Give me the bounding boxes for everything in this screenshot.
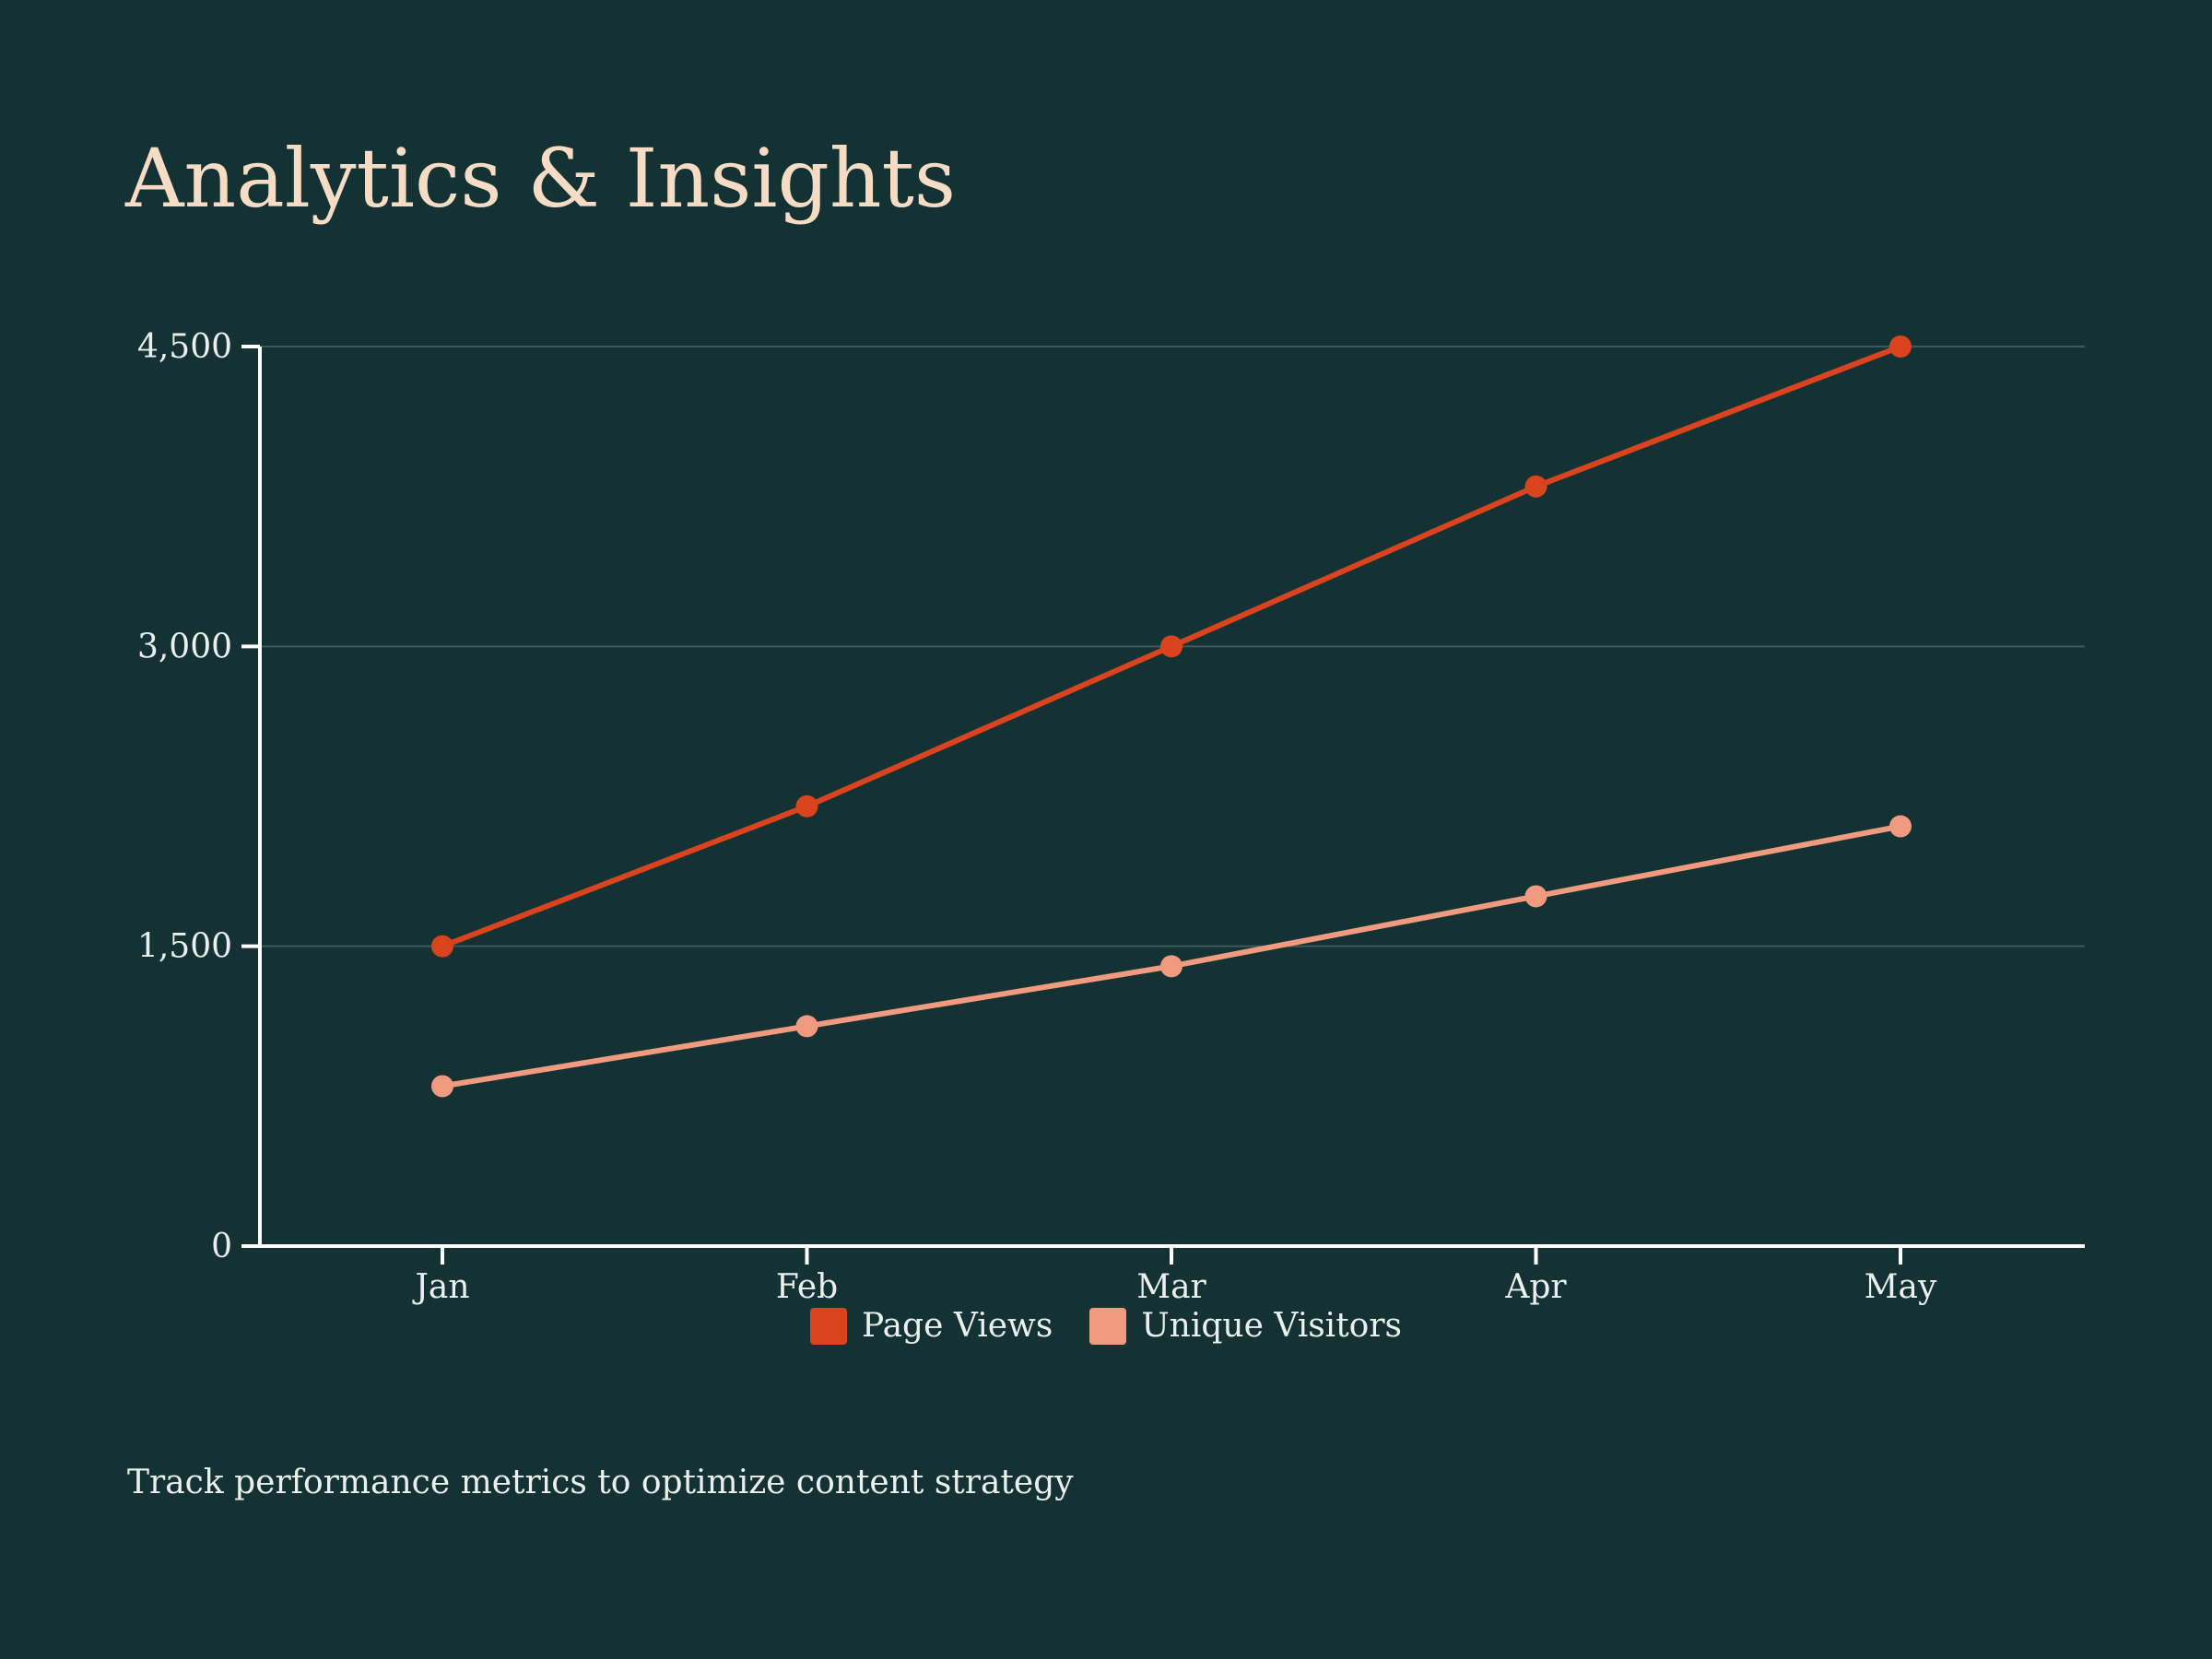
chart-caption: Track performance metrics to optimize co… [127,1464,1074,1501]
legend-label-unique-visitors: Unique Visitors [1141,1307,1403,1345]
x-tick-label-1: Feb [776,1268,838,1306]
data-point-page-views-feb [795,794,818,818]
x-tick-label-3: Apr [1504,1268,1567,1306]
data-point-unique-visitors-may [1889,815,1912,838]
legend-entry-unique-visitors: Unique Visitors [1089,1307,1402,1345]
x-tick-label-2: Mar [1136,1268,1206,1306]
legend-swatch-page-views [809,1307,847,1345]
data-point-page-views-may [1889,335,1912,358]
legend-swatch-unique-visitors [1089,1307,1127,1345]
y-tick-label-1: 1,500 [137,928,232,966]
axes [241,345,2085,1265]
x-tick-label-4: May [1865,1268,1937,1306]
data-point-unique-visitors-apr [1524,885,1547,908]
y-tick-label-2: 3,000 [137,628,232,665]
data-point-unique-visitors-mar [1160,955,1182,978]
tick-labels: 0 1,500 3,000 4,500 Jan Feb Mar Apr May [137,328,1937,1306]
data-point-page-views-jan [431,935,453,958]
data-point-unique-visitors-feb [795,1015,818,1038]
legend-entry-page-views: Page Views [809,1307,1053,1345]
series-lines [431,335,1912,1098]
x-tick-label-0: Jan [411,1268,469,1306]
data-point-page-views-mar [1160,635,1182,658]
chart-title: Analytics & Insights [125,131,957,226]
y-tick-label-0: 0 [211,1228,232,1265]
legend: Page Views Unique Visitors [0,1307,2212,1345]
data-point-page-views-apr [1524,475,1547,498]
y-tick-label-3: 4,500 [137,328,232,366]
legend-label-page-views: Page Views [861,1307,1053,1345]
data-point-unique-visitors-jan [431,1075,453,1098]
